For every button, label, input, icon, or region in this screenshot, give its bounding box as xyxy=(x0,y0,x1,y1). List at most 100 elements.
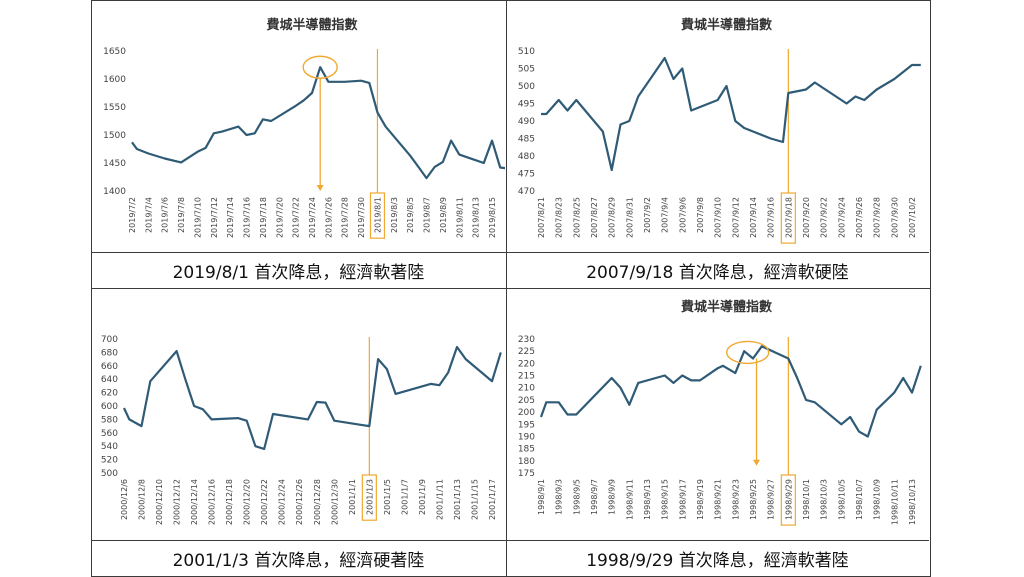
caption-2019: 2019/8/1 首次降息，經濟軟著陸 xyxy=(172,263,425,283)
x-tick-label: 1998/9/3 xyxy=(555,479,564,515)
x-tick-label: 2019/7/24 xyxy=(308,197,317,238)
x-tick-label: 1998/10/7 xyxy=(855,479,864,520)
chart-sox-1998: 費城半導體指數 175 180 185 190 195 200 205 210 215 220 225… xyxy=(518,299,922,526)
x-tick-label: 2019/7/28 xyxy=(341,197,350,238)
x-tick-label: 2007/8/25 xyxy=(572,197,581,238)
x-tick-label: 2000/12/8 xyxy=(138,479,147,520)
x-tick-label: 2001/1/9 xyxy=(418,479,427,515)
y-tick-label: 180 xyxy=(518,457,535,467)
x-tick-label: 1998/10/9 xyxy=(873,479,882,520)
x-tick-label: 2007/8/21 xyxy=(537,197,546,238)
x-tick-label: 1998/9/17 xyxy=(678,479,687,520)
down-arrow-head xyxy=(316,185,324,191)
x-tick-label: 2019/7/30 xyxy=(357,197,366,238)
x-tick-label: 2001/1/5 xyxy=(383,479,392,515)
y-tick-label: 195 xyxy=(518,420,535,430)
x-tick-label: 2007/9/26 xyxy=(855,197,864,238)
x-tick-label: 2007/10/2 xyxy=(908,197,917,238)
caption-divider xyxy=(91,540,929,541)
y-tick-label: 540 xyxy=(101,442,118,452)
peak-highlight-ellipse xyxy=(302,55,338,79)
x-tick-label: 1998/9/5 xyxy=(572,479,581,515)
y-tick-label: 640 xyxy=(101,375,118,385)
y-tick-label: 215 xyxy=(518,372,535,382)
x-tick-label: 1998/10/5 xyxy=(837,479,846,520)
y-tick-label: 510 xyxy=(518,47,535,57)
x-tick-label: 1998/10/13 xyxy=(908,479,917,525)
x-tick-label: 2000/12/22 xyxy=(260,479,269,525)
y-tick-label: 210 xyxy=(518,384,535,394)
x-tick-label: 2001/1/11 xyxy=(435,479,444,520)
x-tick-label: 2019/7/4 xyxy=(144,197,153,233)
x-tick-label: 1998/9/9 xyxy=(608,479,617,515)
x-tick-label: 2000/12/6 xyxy=(120,479,129,520)
x-tick-label: 2019/8/3 xyxy=(390,197,399,233)
x-tick-label: 1998/9/29 xyxy=(784,479,793,520)
x-tick-label: 2001/1/1 xyxy=(348,479,357,515)
x-tick-label: 2007/9/4 xyxy=(661,197,670,233)
x-tick-label: 1998/9/13 xyxy=(643,479,652,520)
series-line xyxy=(539,345,922,438)
y-tick-label: 480 xyxy=(518,152,535,162)
x-tick-label: 2019/7/12 xyxy=(210,197,219,238)
x-tick-label: 2007/9/16 xyxy=(767,197,776,238)
x-tick-label: 2019/8/13 xyxy=(472,197,481,238)
x-tick-label: 2019/7/16 xyxy=(243,197,252,238)
y-tick-label: 1600 xyxy=(103,75,126,85)
x-tick-label: 2000/12/24 xyxy=(278,479,287,525)
x-tick-label: 2019/7/26 xyxy=(324,197,333,238)
series-line xyxy=(541,56,921,172)
chart-sox-2001: 500 520 540 560 580 600 620 640 660 680 700 2000/12… xyxy=(101,335,502,525)
chart-title: 費城半導體指數 xyxy=(681,17,772,33)
x-tick-label: 1998/10/11 xyxy=(890,479,899,525)
series-line xyxy=(131,66,505,180)
x-tick-label: 2000/12/16 xyxy=(208,479,217,525)
y-tick-label: 200 xyxy=(518,408,535,418)
y-tick-label: 495 xyxy=(518,100,535,110)
panel-top-right xyxy=(506,0,931,289)
y-tick-label: 580 xyxy=(101,415,118,425)
x-tick-label: 2019/7/10 xyxy=(193,197,202,238)
x-tick-label: 2007/8/27 xyxy=(590,197,599,238)
y-tick-label: 1400 xyxy=(103,187,126,197)
x-tick-label: 2007/9/18 xyxy=(784,197,793,238)
x-tick-label: 2019/8/9 xyxy=(439,197,448,233)
x-tick-label: 1998/9/19 xyxy=(696,479,705,520)
x-tick-label: 2019/7/8 xyxy=(177,197,186,233)
x-tick-label: 2000/12/26 xyxy=(295,479,304,525)
peak-highlight-ellipse xyxy=(725,340,770,365)
y-tick-label: 500 xyxy=(101,469,118,479)
x-tick-label: 2001/1/15 xyxy=(470,479,479,520)
x-tick-label: 1998/9/11 xyxy=(625,479,634,520)
y-tick-label: 230 xyxy=(518,335,535,345)
y-tick-label: 205 xyxy=(518,396,535,406)
x-tick-label: 2007/8/31 xyxy=(625,197,634,238)
y-tick-label: 485 xyxy=(518,135,535,145)
x-tick-label: 1998/9/27 xyxy=(767,479,776,520)
x-tick-label: 1998/9/15 xyxy=(661,479,670,520)
y-tick-label: 475 xyxy=(518,170,535,180)
x-tick-label: 2007/9/20 xyxy=(802,197,811,238)
x-tick-label: 2007/8/23 xyxy=(555,197,564,238)
y-tick-label: 1500 xyxy=(103,131,126,141)
y-tick-label: 220 xyxy=(518,359,535,369)
y-tick-label: 680 xyxy=(101,348,118,358)
x-tick-label: 2007/9/8 xyxy=(696,197,705,233)
y-tick-label: 600 xyxy=(101,402,118,412)
down-arrow-head xyxy=(753,459,761,466)
caption-1998: 1998/9/29 首次降息，經濟軟著陸 xyxy=(586,550,849,571)
caption-2001: 2001/1/3 首次降息，經濟硬著陸 xyxy=(172,550,425,571)
chart-sox-2007: 費城半導體指數 470 475 480 485 490 495 500 505 510 2007/8… xyxy=(518,17,921,244)
y-tick-label: 1550 xyxy=(103,103,126,113)
x-tick-label: 1998/10/3 xyxy=(820,479,829,520)
x-tick-label: 2019/7/18 xyxy=(259,197,268,238)
x-tick-label: 2019/7/6 xyxy=(161,197,170,233)
x-tick-label: 2007/8/29 xyxy=(608,197,617,238)
y-tick-label: 560 xyxy=(101,429,118,439)
x-tick-label: 2000/12/28 xyxy=(313,479,322,525)
x-tick-label: 2007/9/14 xyxy=(749,197,758,238)
x-tick-label: 1998/9/7 xyxy=(590,479,599,515)
y-tick-label: 620 xyxy=(101,389,118,399)
y-tick-label: 520 xyxy=(101,456,118,466)
